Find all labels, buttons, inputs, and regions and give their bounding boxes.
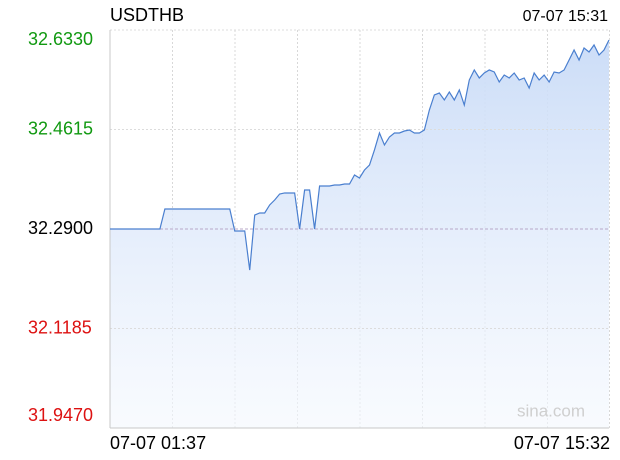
watermark: sina.com [517, 401, 585, 420]
y-tick-label: 31.9470 [28, 405, 93, 425]
timestamp: 07-07 15:31 [523, 8, 609, 25]
x-start-label: 07-07 01:37 [110, 433, 206, 453]
price-line [110, 39, 610, 271]
chart-title: USDTHB [110, 5, 184, 25]
y-tick-label: 32.2900 [28, 218, 93, 238]
y-tick-label: 32.1185 [28, 317, 92, 337]
y-tick-label: 32.6330 [28, 29, 93, 49]
y-tick-label: 32.4615 [28, 118, 93, 138]
x-end-label: 07-07 15:32 [514, 433, 610, 453]
area [110, 39, 609, 428]
